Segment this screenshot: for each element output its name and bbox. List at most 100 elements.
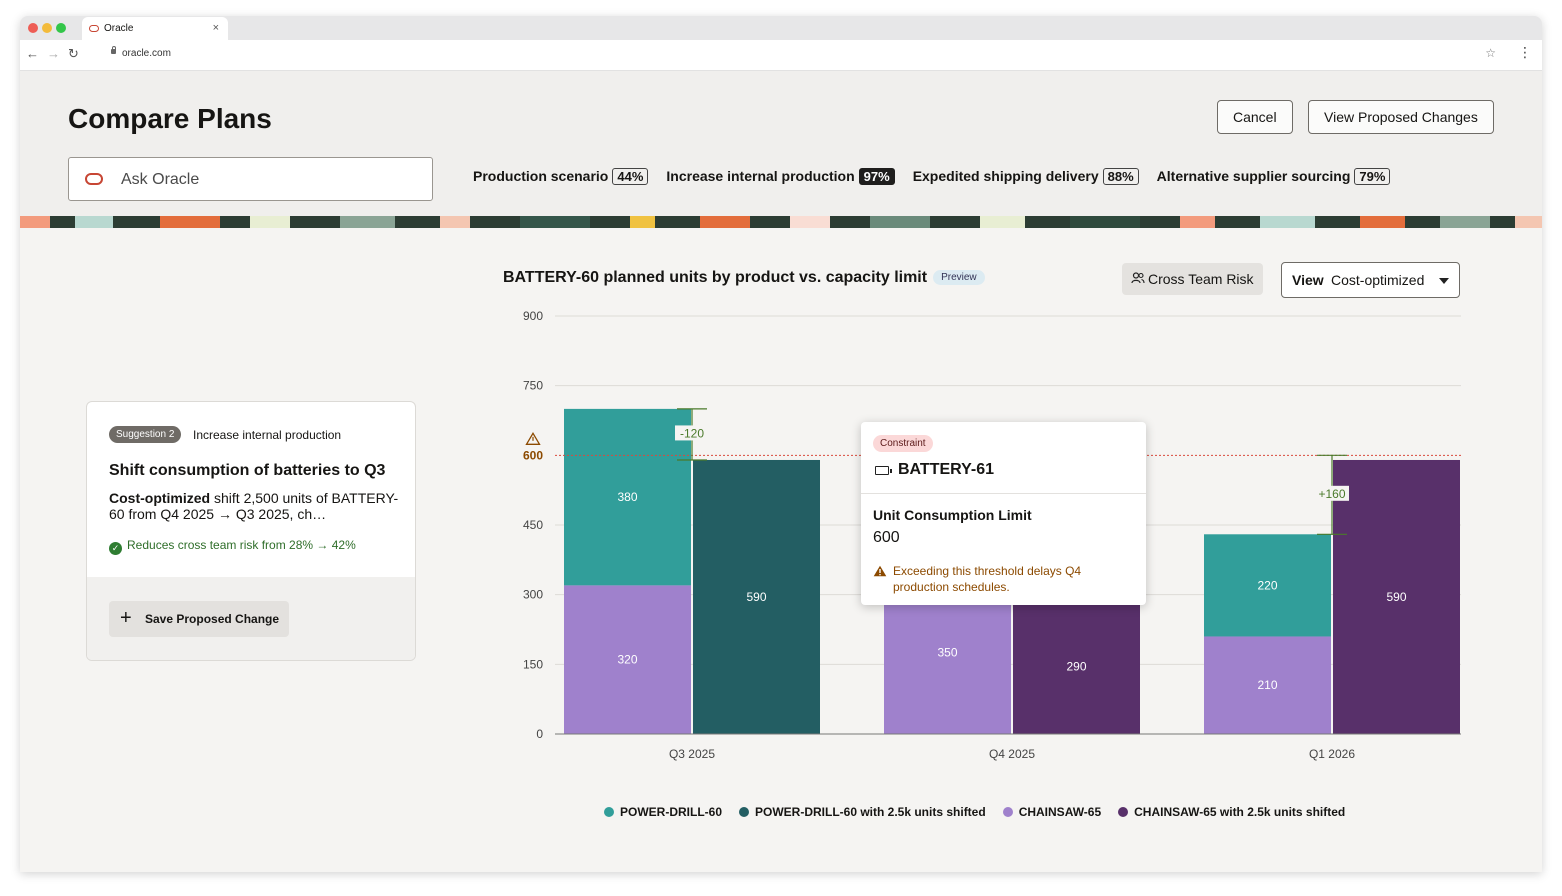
- preview-badge: Preview: [933, 270, 985, 285]
- plus-icon: +: [120, 607, 132, 629]
- delta-label: +160: [1318, 487, 1345, 501]
- suggestion-title: Shift consumption of batteries to Q3: [109, 462, 386, 479]
- data-label: 350: [937, 646, 957, 660]
- delta-label-bg: [1315, 485, 1349, 501]
- y-tick-label: 150: [523, 657, 543, 671]
- scenario-item: Increase internal production 97%: [666, 168, 895, 185]
- data-label: 590: [746, 590, 766, 604]
- legend-swatch: [1002, 807, 1013, 817]
- x-tick-label: Q1 2026: [1309, 747, 1355, 761]
- bar-segment: [564, 585, 691, 734]
- ask-oracle-input[interactable]: [119, 168, 413, 192]
- constraint-warning: Exceeding this threshold delays Q4 produ…: [893, 564, 1082, 594]
- bookmark-star-icon[interactable]: ☆: [1485, 46, 1496, 60]
- browser-window: Oracle × ← → ↻ oracle.com ☆ ⋮ Compare Pl…: [20, 16, 1542, 872]
- address-bar: ← → ↻ oracle.com ☆ ⋮: [20, 40, 1542, 71]
- suggestion-chip: Suggestion 2: [109, 426, 182, 443]
- save-proposed-change-button[interactable]: + Save Proposed Change: [109, 601, 289, 637]
- scenario-item: Alternative supplier sourcing 79%: [1157, 168, 1391, 185]
- forward-arrow-icon[interactable]: →: [47, 46, 60, 61]
- bar-segment: [1013, 599, 1140, 734]
- legend-swatch: [604, 807, 614, 817]
- constraint-label: Unit Consumption Limit: [873, 507, 1032, 523]
- y-tick-label: 750: [523, 379, 543, 393]
- oracle-logo-icon: [85, 173, 103, 185]
- reload-icon[interactable]: ↻: [68, 46, 79, 61]
- browser-menu-icon[interactable]: ⋮: [1518, 44, 1532, 60]
- scenario-item: Production scenario 44%: [473, 168, 649, 185]
- view-select-value: Cost-optimized: [1331, 272, 1425, 288]
- decorative-pattern-banner: [20, 216, 1542, 228]
- scenario-item: Expedited shipping delivery 88%: [913, 168, 1139, 185]
- bar-segment: [1204, 534, 1331, 637]
- bar-segment: [564, 408, 691, 586]
- chart-title: BATTERY-60 planned units by product vs. …: [503, 269, 985, 287]
- check-circle-icon: ✓: [109, 542, 122, 555]
- url-field[interactable]: oracle.com: [122, 48, 171, 59]
- browser-tab[interactable]: Oracle ×: [82, 17, 228, 40]
- legend-item: POWER-DRILL-60: [604, 805, 722, 819]
- delta-label-bg: [675, 425, 709, 441]
- legend-swatch: [1118, 807, 1129, 817]
- battery-icon: [875, 466, 892, 475]
- data-label: 590: [1386, 590, 1406, 604]
- close-window-dot[interactable]: [28, 23, 38, 33]
- chart-legend: POWER-DRILL-60 POWER-DRILL-60 with 2.5k u…: [604, 805, 1362, 819]
- stacked-bar-chart: 0150300450750900320380590350250290300210…: [523, 309, 1461, 761]
- view-select-label: View: [1292, 272, 1324, 288]
- warning-icon: [525, 432, 541, 445]
- cancel-button[interactable]: Cancel: [1217, 100, 1293, 134]
- suggestion-description: Cost-optimized shift 2,500 units of BATT…: [109, 490, 399, 522]
- delta-label: -120: [680, 426, 704, 440]
- ask-oracle-box[interactable]: [68, 157, 433, 201]
- suggestion-category: Increase internal production: [193, 428, 342, 442]
- data-label: 220: [1257, 578, 1277, 592]
- bar-segment: [1204, 636, 1331, 734]
- warning-icon-mark: [532, 436, 534, 441]
- legend-label: CHAINSAW-65 with 2.5k units shifted: [1134, 805, 1346, 819]
- cross-team-risk-button[interactable]: Cross Team Risk: [1122, 263, 1263, 295]
- legend-item: CHAINSAW-65: [1002, 805, 1102, 819]
- scenario-percent-badge: 44%: [612, 168, 649, 185]
- legend-item: CHAINSAW-65 with 2.5k units shifted: [1118, 805, 1345, 819]
- minimize-window-dot[interactable]: [42, 23, 52, 33]
- legend-label: POWER-DRILL-60: [620, 805, 722, 819]
- constraint-value: 600: [873, 529, 900, 546]
- browser-tab-bar: Oracle ×: [20, 16, 1542, 40]
- constraint-tooltip: Constraint BATTERY-61 Unit Consumption L…: [861, 422, 1146, 605]
- legend-item: POWER-DRILL-60 with 2.5k units shifted: [739, 805, 986, 819]
- tab-close-icon[interactable]: ×: [212, 22, 219, 34]
- back-arrow-icon[interactable]: ←: [26, 46, 39, 61]
- people-icon: [1131, 272, 1145, 284]
- constraint-chip: Constraint: [873, 435, 933, 452]
- legend-swatch: [739, 807, 749, 817]
- x-tick-label: Q3 2025: [669, 747, 715, 761]
- data-label: 380: [617, 490, 637, 504]
- threshold-label: 600: [523, 448, 543, 462]
- oracle-logo-icon: [89, 25, 99, 32]
- y-tick-label: 0: [536, 727, 543, 741]
- maximize-window-dot[interactable]: [56, 23, 66, 33]
- scenario-summary: Production scenario 44% Increase internal …: [473, 168, 1408, 185]
- chevron-down-icon: [1439, 278, 1449, 284]
- legend-label: CHAINSAW-65: [1018, 805, 1102, 819]
- view-proposed-changes-button[interactable]: View Proposed Changes: [1308, 100, 1494, 134]
- scenario-percent-badge: 79%: [1354, 168, 1391, 185]
- data-label: 210: [1257, 678, 1277, 692]
- lock-icon: [111, 46, 116, 54]
- scenario-percent-badge: 88%: [1102, 168, 1139, 185]
- risk-reduction-note: ✓ Reduces cross team risk from 28% → 42%: [109, 538, 356, 555]
- x-tick-label: Q4 2025: [989, 747, 1035, 761]
- bar-segment: [693, 459, 820, 734]
- data-label: 320: [617, 653, 637, 667]
- page-header: Compare Plans Cancel View Proposed Chang…: [20, 71, 1542, 216]
- view-mode-select[interactable]: View Cost-optimized: [1281, 262, 1460, 298]
- constraint-name: BATTERY-61: [898, 461, 995, 478]
- y-tick-label: 450: [523, 518, 543, 532]
- y-tick-label: 300: [523, 588, 543, 602]
- warning-icon: [873, 565, 887, 577]
- scenario-percent-badge: 97%: [858, 168, 895, 185]
- suggestion-card: Suggestion 2 Increase internal productio…: [86, 401, 416, 661]
- legend-label: POWER-DRILL-60 with 2.5k units shifted: [755, 805, 986, 819]
- tab-title: Oracle: [104, 23, 134, 34]
